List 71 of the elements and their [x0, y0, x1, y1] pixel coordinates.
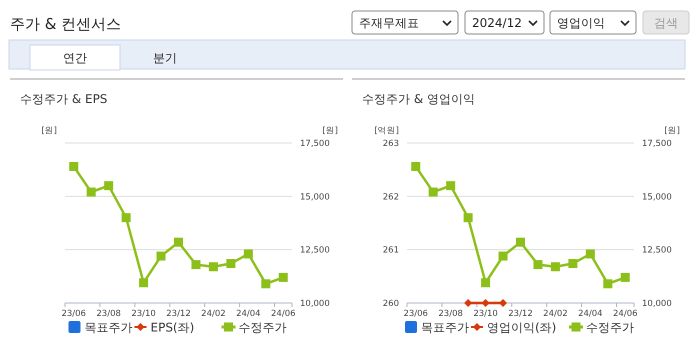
- point: [69, 162, 78, 171]
- y2-tick-label: 10,000: [300, 299, 330, 309]
- legend-label: 수정주가: [238, 320, 286, 334]
- y2-tick-label: 15,000: [642, 192, 672, 202]
- point: [481, 278, 490, 288]
- legend-label: 목표주가: [421, 320, 469, 334]
- y2-tick-label: 17,500: [642, 139, 672, 149]
- point: [208, 262, 218, 272]
- x-tick-label: 24/06: [271, 309, 296, 319]
- point: [464, 213, 473, 222]
- y-axis-title: [억원]: [374, 126, 399, 136]
- point: [533, 260, 542, 270]
- x-tick-label: 23/12: [508, 309, 533, 319]
- x-tick-label: 24/04: [578, 309, 603, 319]
- point: [104, 181, 114, 190]
- x-tick-label: 24/02: [543, 309, 568, 319]
- point: [86, 188, 96, 197]
- x-tick-label: 24/04: [236, 309, 261, 319]
- y-tick-label: 263: [382, 139, 399, 149]
- x-tick-label: 24/02: [201, 309, 226, 319]
- chart-title: 수정주가 & EPS: [20, 92, 108, 106]
- point: [226, 259, 236, 268]
- point: [278, 272, 288, 282]
- point: [244, 249, 253, 258]
- point: [122, 213, 131, 222]
- text: 연간: [63, 51, 87, 65]
- legend-label: 수정주가: [586, 320, 634, 334]
- y2-tick-label: 17,500: [300, 139, 330, 149]
- x-tick-label: 24/06: [613, 309, 638, 319]
- text: 주재무제표: [359, 16, 419, 30]
- text: 주가 & 컨센서스: [10, 15, 122, 33]
- point: [586, 249, 595, 258]
- point: [516, 238, 525, 247]
- point: [261, 279, 270, 288]
- x-tick-label: 23/08: [438, 309, 463, 319]
- point: [174, 238, 183, 247]
- point: [568, 259, 578, 268]
- point: [191, 260, 200, 270]
- legend-label: EPS(좌): [150, 320, 194, 334]
- legend-label: 목표주가: [84, 320, 132, 334]
- x-tick-label: 23/10: [473, 309, 498, 319]
- x-tick-label: 23/06: [61, 309, 86, 319]
- y-tick-label: 260: [382, 299, 399, 309]
- text: 분기: [153, 51, 177, 65]
- text: 2024/12: [472, 16, 522, 30]
- point: [428, 188, 438, 197]
- x-tick-label: 23/08: [96, 309, 121, 319]
- y2-tick-label: 12,500: [300, 246, 330, 256]
- y-tick-label: 261: [382, 246, 399, 256]
- point: [139, 278, 148, 288]
- x-tick-label: 23/06: [403, 309, 428, 319]
- y2-tick-label: 10,000: [642, 299, 672, 309]
- point: [620, 272, 630, 282]
- point: [498, 252, 508, 261]
- y2-tick-label: 12,500: [642, 246, 672, 256]
- x-tick-label: 23/10: [131, 309, 156, 319]
- point: [550, 262, 560, 272]
- point: [446, 181, 456, 190]
- point: [156, 252, 166, 261]
- text: 검색: [654, 16, 678, 30]
- y2-axis-title: [원]: [664, 126, 680, 136]
- legend-label: 영업이익(좌): [487, 320, 556, 334]
- point: [411, 162, 420, 171]
- y2-tick-label: 15,000: [300, 192, 330, 202]
- y2-axis-title: [원]: [322, 126, 338, 136]
- x-tick-label: 23/12: [166, 309, 191, 319]
- text: 영업이익: [557, 16, 605, 30]
- y-tick-label: 262: [382, 192, 399, 202]
- chart-title: 수정주가 & 영업이익: [362, 92, 475, 106]
- point: [603, 279, 612, 288]
- y-axis-title: [원]: [41, 126, 57, 136]
